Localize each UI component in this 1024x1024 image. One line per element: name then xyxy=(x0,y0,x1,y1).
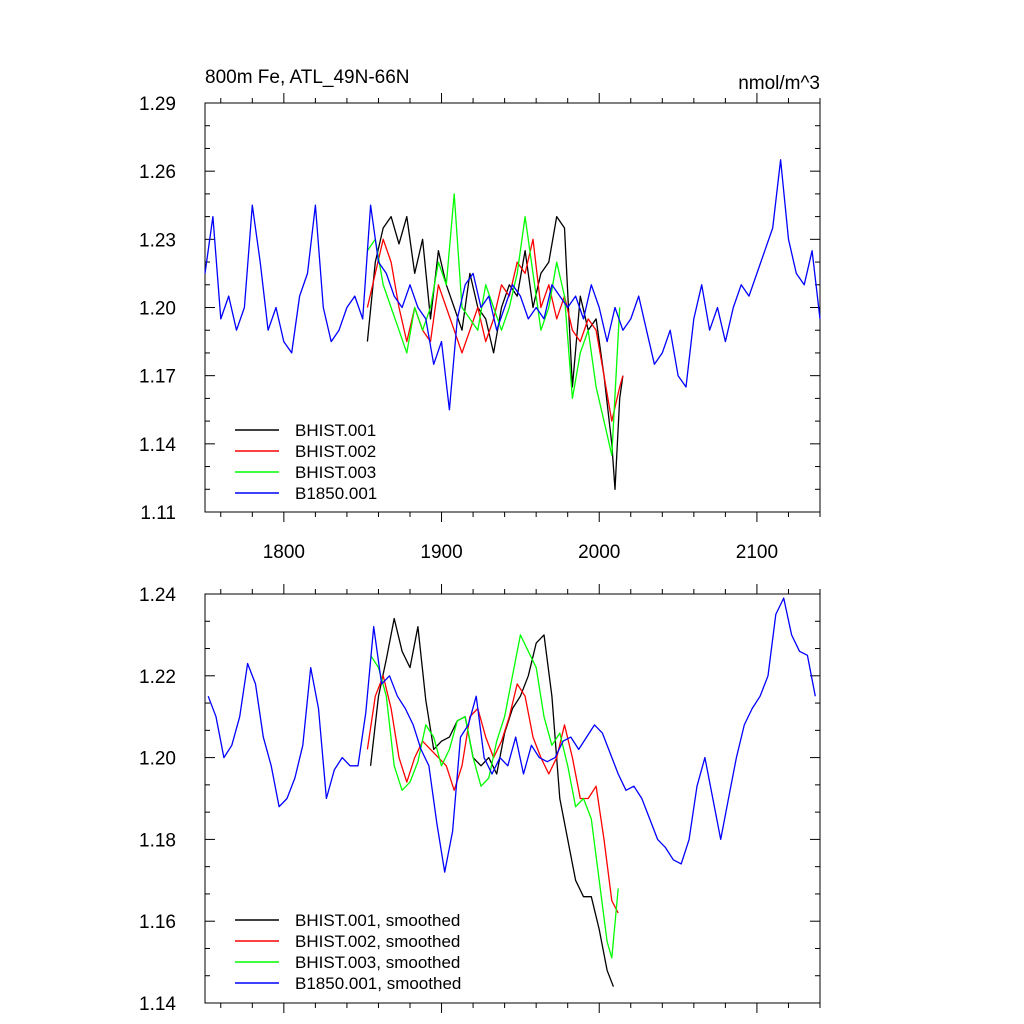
series-line-bhist-003 xyxy=(366,193,621,456)
series-line-bhist-003-smoothed xyxy=(370,634,619,959)
x-tick-labels: 1800 1900 2000 2100 xyxy=(263,542,778,563)
axis-ticks xyxy=(205,584,821,1013)
y-tick-label: 1.26 xyxy=(139,162,176,183)
y-tick-labels: 1.11 1.14 1.17 1.20 1.23 1.26 1.29 xyxy=(139,94,176,524)
y-tick-label: 1.16 xyxy=(139,912,176,933)
y-tick-label: 1.22 xyxy=(139,667,176,688)
y-tick-label: 1.18 xyxy=(139,830,176,851)
legend-label: BHIST.002 xyxy=(295,442,376,461)
panel-title-left: 800m Fe, ATL_49N-66N xyxy=(205,67,410,88)
legend-label: BHIST.001, smoothed xyxy=(295,911,460,930)
top-panel: 800m Fe, ATL_49N-66N nmol/m^3 1.111.141.… xyxy=(139,67,821,563)
legend-label: BHIST.002, smoothed xyxy=(295,932,460,951)
y-tick-label: 1.17 xyxy=(139,367,176,388)
series-line-bhist-001 xyxy=(366,215,624,490)
panel-title-units: nmol/m^3 xyxy=(738,73,820,94)
legend: BHIST.001, smoothed BHIST.002, smoothed BH… xyxy=(235,911,461,993)
legend-label: BHIST.003 xyxy=(295,463,376,482)
bottom-panel: 1.14 1.16 1.18 1.20 1.22 1.24 BHIST.001, smoo… xyxy=(139,584,821,1015)
legend-label: B1850.001 xyxy=(295,484,377,503)
legend-label: BHIST.001 xyxy=(295,421,376,440)
plot-frame xyxy=(204,593,821,1004)
series-line-bhist-001-smoothed xyxy=(369,617,615,987)
x-tick-label: 2100 xyxy=(736,542,778,563)
series-line-b1850-001 xyxy=(204,159,821,411)
axis-ticks xyxy=(205,93,821,522)
y-tick-label: 1.14 xyxy=(139,994,176,1015)
series-line-b1850-001-smoothed xyxy=(207,597,816,873)
series-line-bhist-002 xyxy=(366,238,624,422)
legend-label: BHIST.003, smoothed xyxy=(295,953,460,972)
y-tick-label: 1.20 xyxy=(139,299,176,320)
y-tick-label: 1.11 xyxy=(140,503,176,524)
series-lines xyxy=(204,159,821,490)
y-tick-label: 1.14 xyxy=(139,435,176,456)
x-tick-label: 1800 xyxy=(263,542,305,563)
x-tick-label: 1900 xyxy=(420,542,462,563)
y-tick-labels: 1.14 1.16 1.18 1.20 1.22 1.24 xyxy=(139,585,176,1015)
legend-label: B1850.001, smoothed xyxy=(295,974,461,993)
y-tick-label: 1.20 xyxy=(139,749,176,770)
legend: BHIST.001 BHIST.002 BHIST.003 B1850.001 xyxy=(235,421,377,503)
x-tick-label: 2000 xyxy=(578,542,620,563)
series-line-bhist-002-smoothed xyxy=(366,675,619,914)
y-tick-label: 1.24 xyxy=(139,585,176,606)
y-tick-label: 1.23 xyxy=(139,230,176,251)
y-tick-label: 1.29 xyxy=(139,94,176,115)
series-lines xyxy=(207,597,816,987)
